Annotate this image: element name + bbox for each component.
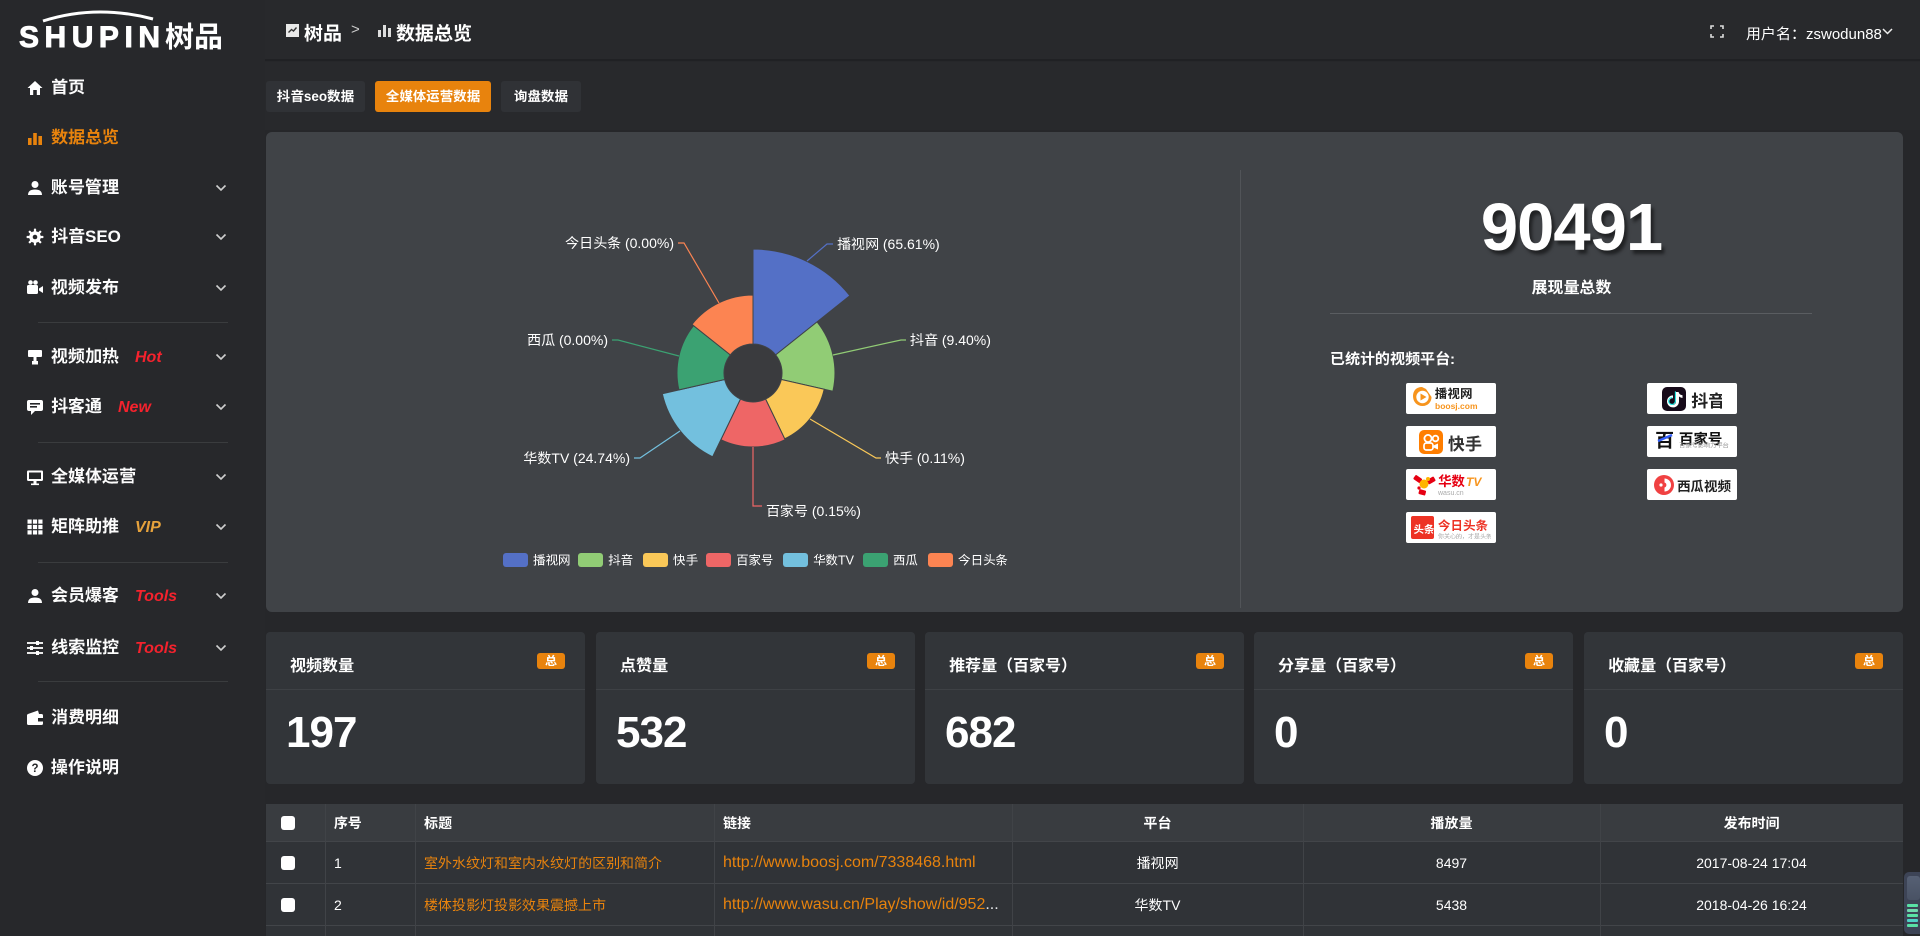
svg-text:SHUPIN: SHUPIN — [19, 21, 160, 52]
svg-text:boosj.com: boosj.com — [1435, 401, 1478, 411]
svg-text:百家号: 百家号 — [1679, 428, 1723, 449]
svg-text:快手 (0.11%): 快手 (0.11%) — [885, 448, 965, 468]
svg-text:TV: TV — [1466, 475, 1482, 489]
svg-text:西瓜视频: 西瓜视频 — [1677, 475, 1731, 495]
svg-text:西瓜: 西瓜 — [893, 550, 919, 569]
svg-text:抖音: 抖音 — [1691, 387, 1722, 412]
svg-text:树品: 树品 — [165, 14, 223, 52]
svg-text:华数TV (24.74%): 华数TV (24.74%) — [523, 448, 630, 468]
svg-text:播视网: 播视网 — [533, 550, 571, 569]
svg-text:今日头条: 今日头条 — [958, 550, 1009, 569]
svg-text:抖音 (9.40%): 抖音 (9.40%) — [910, 330, 991, 350]
svg-text:华数TV: 华数TV — [813, 550, 855, 569]
svg-text:快手: 快手 — [1448, 430, 1482, 455]
svg-text:播视网: 播视网 — [1435, 385, 1473, 402]
svg-text:华数: 华数 — [1438, 471, 1466, 490]
svg-text:百: 百 — [1655, 428, 1674, 453]
svg-text:?: ? — [31, 763, 38, 775]
svg-text:快手: 快手 — [673, 550, 699, 569]
svg-text:百家号影响力平台: 百家号影响力平台 — [1679, 441, 1729, 450]
svg-text:抖音: 抖音 — [608, 550, 633, 569]
svg-text:wasu.cn: wasu.cn — [1437, 490, 1464, 497]
svg-text:今日头条 (0.00%): 今日头条 (0.00%) — [565, 233, 674, 253]
svg-text:播视网 (65.61%): 播视网 (65.61%) — [837, 234, 940, 254]
svg-text:头条: 头条 — [1414, 522, 1436, 537]
svg-text:百家号 (0.15%): 百家号 (0.15%) — [766, 501, 861, 521]
svg-text:你关心的，才是头条: 你关心的，才是头条 — [1438, 532, 1491, 541]
svg-text:百家号: 百家号 — [736, 550, 774, 569]
svg-text:西瓜 (0.00%): 西瓜 (0.00%) — [527, 330, 608, 350]
svg-text:今日头条: 今日头条 — [1438, 515, 1489, 534]
